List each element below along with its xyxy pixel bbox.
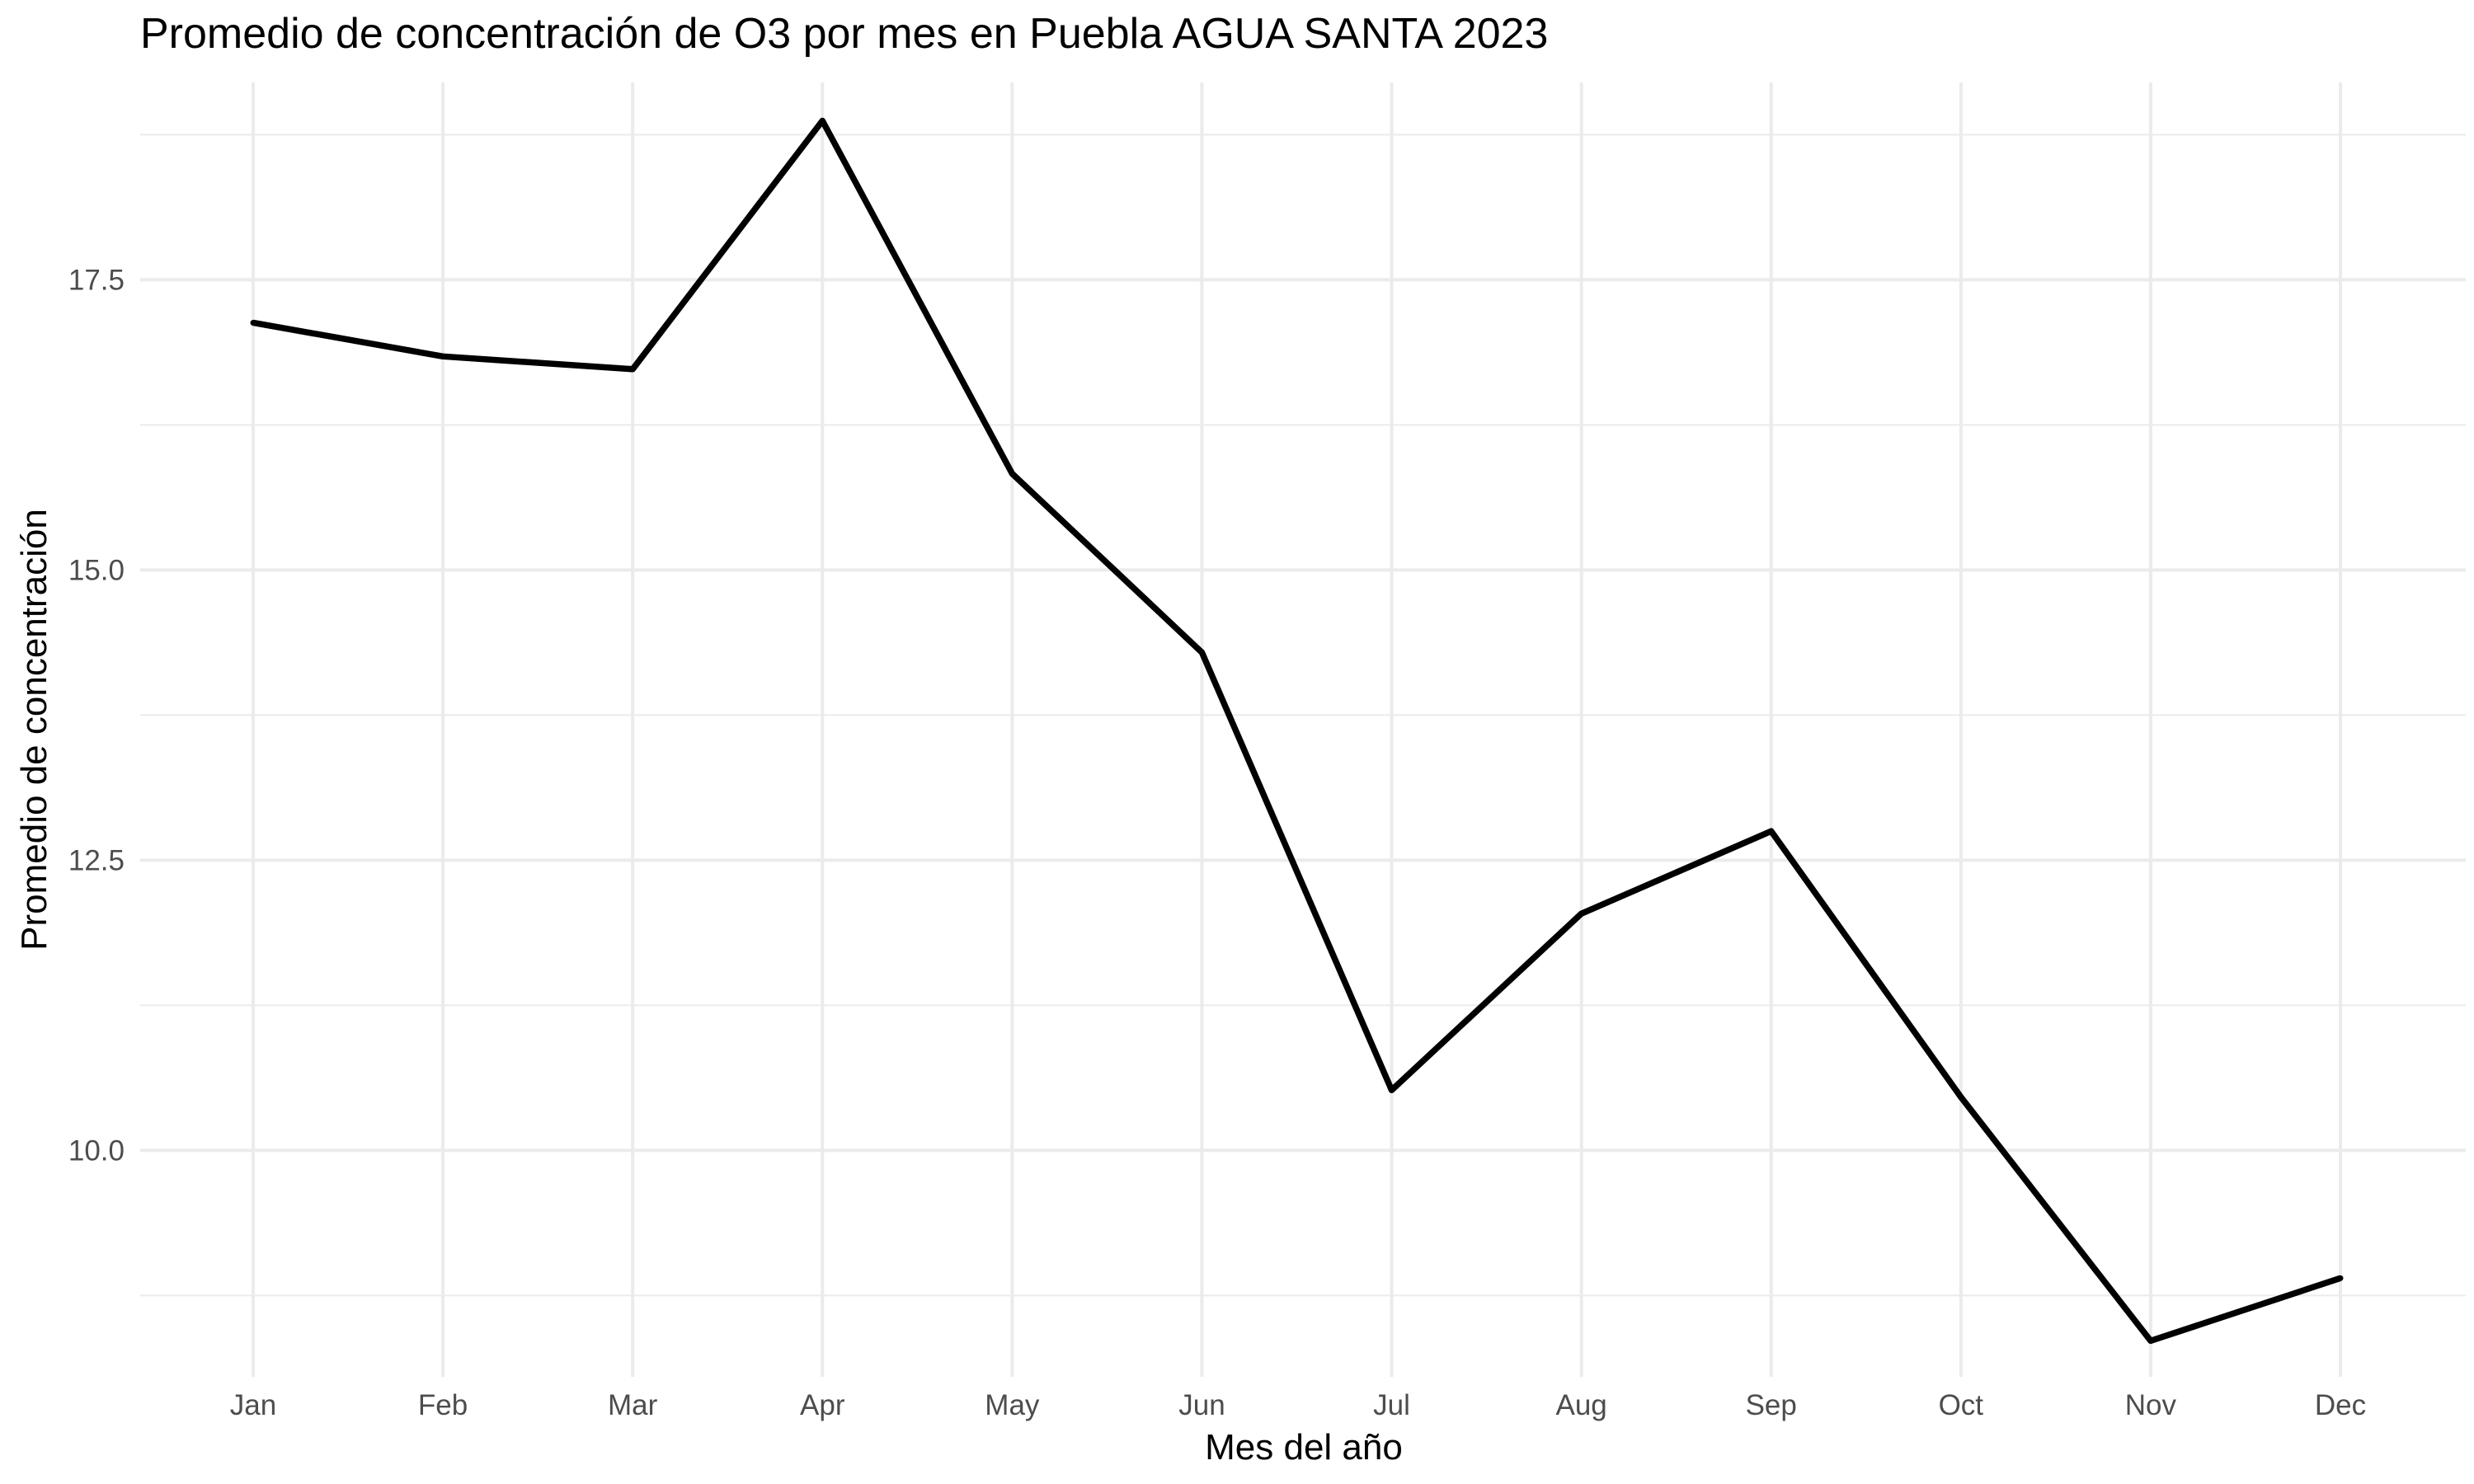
data-point-aug bbox=[1578, 910, 1585, 917]
data-point-feb bbox=[440, 353, 446, 359]
x-tick-label: Jan bbox=[230, 1389, 276, 1421]
x-tick-label: May bbox=[985, 1389, 1040, 1421]
data-point-mar bbox=[629, 366, 636, 373]
data-point-may bbox=[1009, 471, 1015, 477]
x-tick-label: Mar bbox=[608, 1389, 658, 1421]
data-point-oct bbox=[1958, 1094, 1964, 1101]
y-tick-label: 10.0 bbox=[68, 1134, 125, 1167]
x-tick-label: Oct bbox=[1939, 1389, 1984, 1421]
x-tick-label: Feb bbox=[418, 1389, 468, 1421]
data-point-sep bbox=[1768, 828, 1775, 834]
x-tick-label: Aug bbox=[1555, 1389, 1606, 1421]
grid bbox=[140, 82, 2466, 1377]
x-tick-label: Jun bbox=[1178, 1389, 1225, 1421]
data-point-jan bbox=[250, 319, 256, 326]
x-axis-ticks: Jan Feb Mar Apr May Jun Jul Aug Sep Oct Nov Dec bbox=[230, 1389, 2366, 1421]
chart-title: Promedio de concentración de O3 por mes … bbox=[140, 10, 1548, 58]
x-axis-title: Mes del año bbox=[1205, 1427, 1403, 1468]
data-point-jun bbox=[1198, 649, 1205, 655]
data-point-dec bbox=[2337, 1275, 2344, 1281]
y-tick-label: 12.5 bbox=[68, 844, 125, 876]
x-tick-label: Nov bbox=[2125, 1389, 2177, 1421]
data-point-nov bbox=[2147, 1337, 2154, 1344]
x-tick-label: Dec bbox=[2315, 1389, 2366, 1421]
series-line bbox=[252, 117, 2342, 1345]
y-tick-label: 17.5 bbox=[68, 264, 125, 296]
y-axis-title: Promedio de concentración bbox=[14, 509, 54, 951]
x-tick-label: Apr bbox=[800, 1389, 845, 1421]
y-tick-label: 15.0 bbox=[68, 554, 125, 586]
data-point-jul bbox=[1389, 1087, 1395, 1093]
x-tick-label: Sep bbox=[1746, 1389, 1797, 1421]
y-axis-ticks: 10.0 12.5 15.0 17.5 bbox=[68, 264, 125, 1167]
series-layer bbox=[250, 117, 2344, 1345]
data-point-apr bbox=[819, 117, 825, 124]
x-tick-label: Jul bbox=[1373, 1389, 1410, 1421]
